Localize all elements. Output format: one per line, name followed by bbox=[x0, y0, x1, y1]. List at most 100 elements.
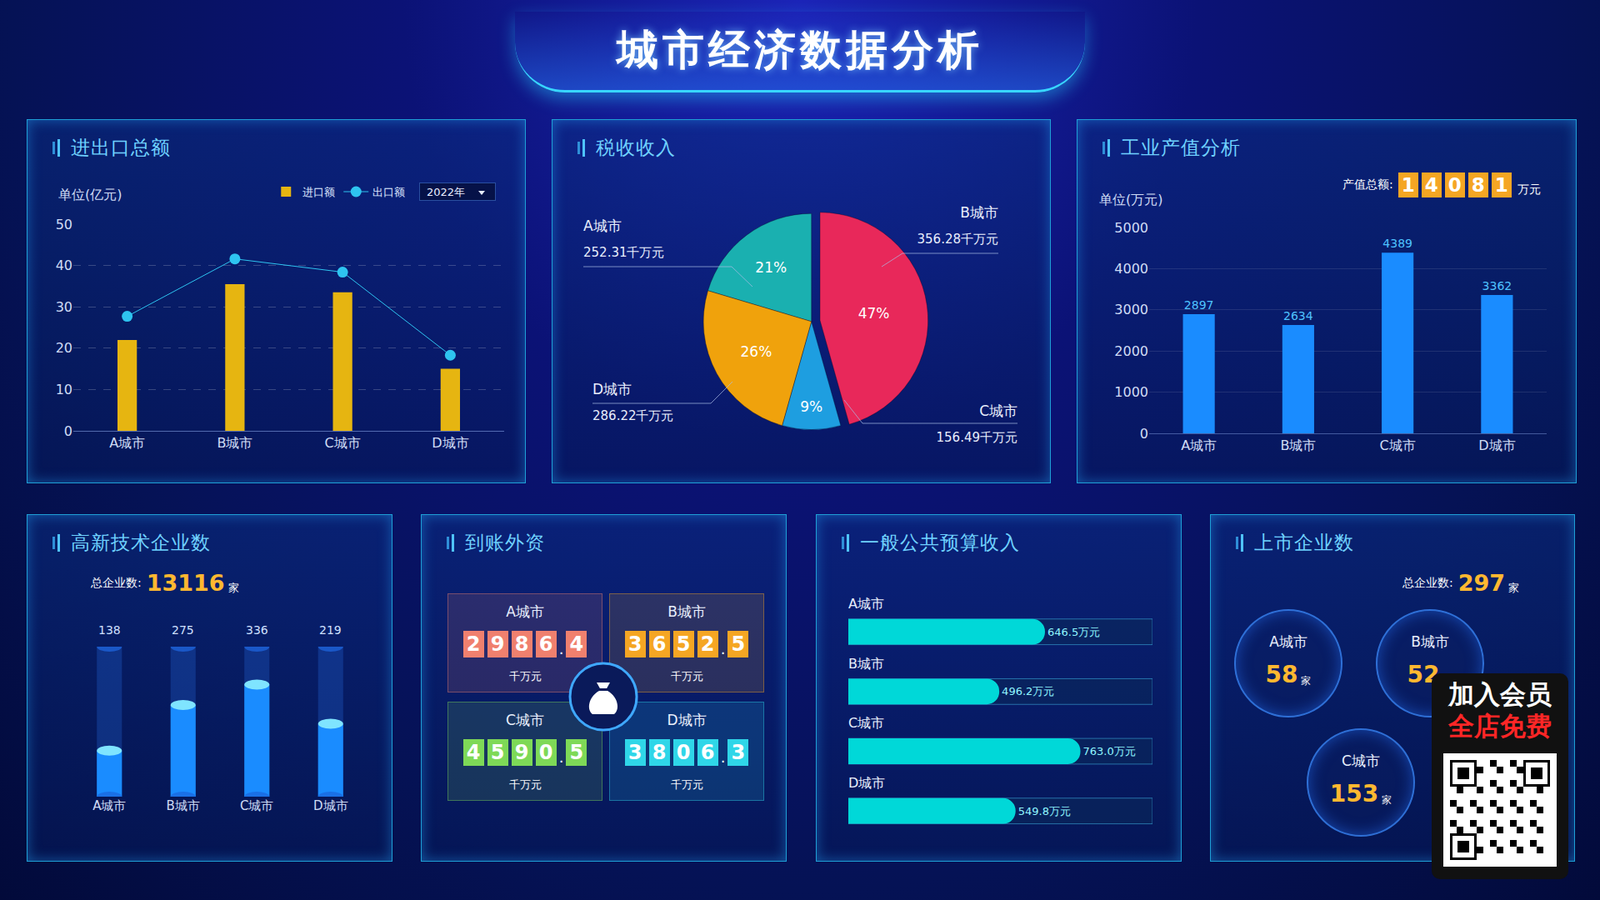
html-text:税收收入: 税收收入 bbox=[595, 136, 676, 159]
svg-text:A城市: A城市 bbox=[92, 798, 126, 814]
html-text:全店免费: 全店免费 bbox=[1448, 710, 1552, 741]
svg-text:单位(亿元): 单位(亿元) bbox=[58, 186, 122, 203]
html-text:6: 6 bbox=[652, 632, 667, 656]
svg-text:10: 10 bbox=[55, 381, 73, 398]
html-text:5: 5 bbox=[676, 632, 691, 656]
html-text:0: 0 bbox=[1448, 174, 1462, 196]
svg-text:496.2万元: 496.2万元 bbox=[1001, 685, 1055, 698]
svg-text:336: 336 bbox=[245, 623, 269, 637]
html-text:城市经济数据分析: 城市经济数据分析 bbox=[616, 25, 984, 75]
svg-text:C城市: C城市 bbox=[848, 715, 885, 731]
html-text:9: 9 bbox=[514, 740, 529, 765]
html-text:58: 58 bbox=[1265, 660, 1298, 689]
html-text:工业产值分析: 工业产值分析 bbox=[1120, 136, 1241, 159]
html-text:高新技术企业数: 高新技术企业数 bbox=[70, 531, 211, 554]
html-text:2022年: 2022年 bbox=[426, 185, 466, 199]
svg-text:50: 50 bbox=[55, 216, 73, 233]
svg-text:C城市: C城市 bbox=[325, 435, 361, 451]
svg-text:646.5万元: 646.5万元 bbox=[1047, 625, 1100, 639]
html-text:286.22千万元: 286.22千万元 bbox=[592, 408, 674, 424]
html-text:上市企业数: 上市企业数 bbox=[1254, 531, 1355, 554]
html-text:加入会员: 加入会员 bbox=[1448, 679, 1552, 710]
svg-text:D城市: D城市 bbox=[848, 775, 885, 791]
svg-text:D城市: D城市 bbox=[313, 798, 349, 814]
svg-text:4000: 4000 bbox=[1114, 260, 1149, 277]
svg-text:C城市: C城市 bbox=[1380, 437, 1416, 454]
html-text:4: 4 bbox=[466, 740, 481, 765]
html-text:153: 153 bbox=[1329, 780, 1379, 808]
svg-text:26%: 26% bbox=[740, 343, 773, 360]
html-text:356.28千万元: 356.28千万元 bbox=[917, 231, 999, 247]
html-text:C城市: C城市 bbox=[505, 711, 545, 729]
svg-text:单位(万元): 单位(万元) bbox=[1099, 191, 1163, 208]
svg-text:出口额: 出口额 bbox=[372, 185, 405, 199]
html-text:A城市: A城市 bbox=[1269, 633, 1308, 650]
html-text:D城市: D城市 bbox=[667, 711, 707, 729]
html-text:0 . 5: 0 . 5 bbox=[539, 740, 584, 766]
svg-text:138: 138 bbox=[98, 623, 121, 637]
html-text:0: 0 bbox=[676, 740, 691, 765]
html-text:8: 8 bbox=[1471, 174, 1485, 196]
svg-text:A城市: A城市 bbox=[848, 595, 885, 612]
svg-text:763.0万元: 763.0万元 bbox=[1083, 745, 1136, 758]
html-text:A城市: A城市 bbox=[506, 603, 544, 620]
html-text:8: 8 bbox=[652, 740, 667, 765]
html-text:进出口总额: 进出口总额 bbox=[70, 136, 171, 159]
html-text:6 . 3: 6 . 3 bbox=[700, 740, 746, 766]
html-text:C城市: C城市 bbox=[1341, 752, 1380, 770]
svg-text:3362: 3362 bbox=[1482, 279, 1513, 293]
svg-text:3000: 3000 bbox=[1114, 301, 1149, 318]
html-text:3: 3 bbox=[628, 740, 643, 765]
svg-text:A城市: A城市 bbox=[1180, 437, 1217, 454]
html-text:B城市: B城市 bbox=[667, 603, 706, 620]
html-text:产值总额: 1: 产值总额: 1 bbox=[1342, 174, 1415, 196]
svg-text:30: 30 bbox=[55, 299, 73, 315]
html-text:总企业数: 13116家: 总企业数: 13116家 bbox=[90, 570, 239, 596]
svg-text:4389: 4389 bbox=[1382, 236, 1413, 250]
svg-text:0: 0 bbox=[1140, 425, 1149, 442]
html-text:到账外资: 到账外资 bbox=[465, 531, 545, 554]
html-text:5: 5 bbox=[490, 740, 505, 765]
html-text:2 . 5: 2 . 5 bbox=[700, 632, 746, 658]
svg-text:549.8万元: 549.8万元 bbox=[1018, 805, 1071, 818]
svg-text:1000: 1000 bbox=[1114, 384, 1149, 400]
html-text:4: 4 bbox=[1424, 174, 1439, 196]
html-text:9: 9 bbox=[490, 632, 505, 656]
html-text:6 . 4: 6 . 4 bbox=[539, 632, 584, 658]
svg-text:21%: 21% bbox=[755, 259, 787, 276]
svg-text:219: 219 bbox=[319, 623, 342, 637]
svg-text:A城市: A城市 bbox=[109, 435, 145, 451]
html-text:总企业数: 297家: 总企业数: 297家 bbox=[1402, 570, 1520, 596]
svg-text:D城市: D城市 bbox=[431, 435, 469, 451]
svg-text:2897: 2897 bbox=[1184, 298, 1215, 312]
svg-text:2000: 2000 bbox=[1114, 343, 1149, 360]
svg-text:B城市: B城市 bbox=[848, 655, 885, 672]
html-text:C城市: C城市 bbox=[979, 402, 1018, 420]
svg-text:进口额: 进口额 bbox=[302, 185, 335, 199]
svg-text:5000: 5000 bbox=[1114, 220, 1149, 236]
html-text:252.31千万元: 252.31千万元 bbox=[583, 245, 665, 260]
svg-text:B城市: B城市 bbox=[216, 435, 253, 451]
html-text:3: 3 bbox=[628, 632, 643, 656]
html-text:156.49千万元: 156.49千万元 bbox=[936, 430, 1018, 445]
html-text:A城市: A城市 bbox=[583, 217, 622, 235]
html-text:8: 8 bbox=[514, 632, 529, 656]
html-text:52: 52 bbox=[1407, 660, 1440, 689]
svg-text:B城市: B城市 bbox=[166, 798, 200, 814]
svg-text:47%: 47% bbox=[858, 305, 890, 322]
svg-text:2634: 2634 bbox=[1283, 309, 1314, 323]
svg-text:B城市: B城市 bbox=[1280, 437, 1316, 454]
html-text:2: 2 bbox=[466, 632, 481, 656]
svg-text:40: 40 bbox=[55, 257, 73, 274]
svg-text:D城市: D城市 bbox=[1478, 437, 1515, 454]
svg-text:C城市: C城市 bbox=[240, 798, 274, 814]
svg-text:9%: 9% bbox=[800, 398, 823, 415]
svg-text:20: 20 bbox=[55, 340, 73, 356]
svg-text:275: 275 bbox=[171, 623, 195, 637]
html-text:B城市: B城市 bbox=[1411, 633, 1449, 650]
html-text:一般公共预算收入: 一般公共预算收入 bbox=[860, 531, 1020, 554]
svg-text:0: 0 bbox=[64, 423, 73, 440]
html-text:B城市: B城市 bbox=[960, 204, 999, 221]
html-text:1: 1 bbox=[1494, 174, 1509, 196]
html-text:D城市: D城市 bbox=[592, 380, 632, 398]
